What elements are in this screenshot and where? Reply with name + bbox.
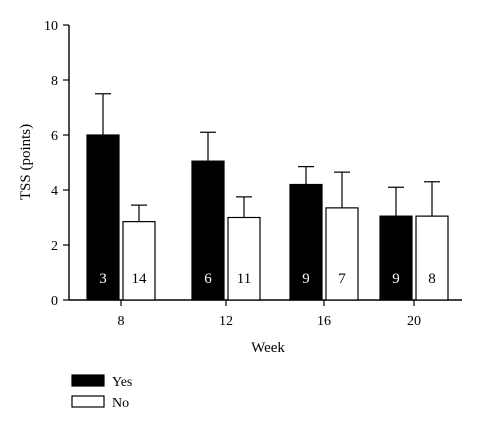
- bar: [122, 221, 156, 301]
- bar-yes-8: 3: [86, 93, 120, 301]
- bar-n-label: 7: [338, 271, 346, 287]
- y-axis-title: TSS (points): [18, 124, 34, 200]
- bar-yes-12: 6: [191, 131, 225, 301]
- bar-no-20: 8: [415, 181, 449, 301]
- y-tick-label: 2: [51, 239, 58, 254]
- x-tick-label: 8: [118, 314, 125, 329]
- legend-label: No: [112, 396, 129, 411]
- x-tick-label: 20: [407, 314, 421, 329]
- x-ticks: 8 12 16 20: [118, 300, 421, 329]
- legend-entry-yes: Yes: [71, 374, 132, 390]
- bar: [191, 160, 225, 301]
- legend-swatch: [71, 374, 105, 387]
- y-tick-label: 0: [51, 294, 58, 309]
- x-tick-label: 12: [219, 314, 233, 329]
- bar-yes-16: 9: [289, 166, 323, 301]
- bar-no-12: 11: [227, 196, 261, 301]
- bar: [227, 216, 261, 301]
- bar: [379, 215, 413, 301]
- legend-swatch: [71, 395, 105, 408]
- bar-n-label: 9: [302, 271, 310, 287]
- bar-no-8: 14: [122, 204, 156, 301]
- bar-n-label: 8: [428, 271, 436, 287]
- x-axis: 8 12 16 20 Week: [69, 299, 462, 356]
- y-axis: 0 2 4 6 8 10 TSS (points): [18, 19, 70, 309]
- bar-n-label: 6: [204, 271, 212, 287]
- bar: [325, 207, 359, 301]
- bars: 3 14 6 11 9 7 9 8: [86, 93, 449, 301]
- bar-n-label: 11: [237, 271, 251, 287]
- bar-n-label: 3: [99, 271, 107, 287]
- bar-yes-20: 9: [379, 186, 413, 301]
- bar-n-label: 9: [392, 271, 400, 287]
- bar: [289, 183, 323, 301]
- y-tick-label: 8: [51, 74, 58, 89]
- bar: [415, 215, 449, 301]
- bar: [86, 134, 120, 301]
- x-tick-label: 16: [317, 314, 331, 329]
- y-tick-label: 6: [51, 129, 58, 144]
- legend-label: Yes: [112, 375, 132, 390]
- x-axis-title: Week: [251, 340, 285, 356]
- legend: Yes No: [71, 374, 132, 411]
- y-tick-label: 4: [51, 184, 58, 199]
- y-tick-label: 10: [44, 19, 58, 34]
- y-ticks: 0 2 4 6 8 10: [44, 19, 69, 309]
- bar-n-label: 14: [132, 271, 148, 287]
- legend-entry-no: No: [71, 395, 129, 411]
- bar-no-16: 7: [325, 171, 359, 301]
